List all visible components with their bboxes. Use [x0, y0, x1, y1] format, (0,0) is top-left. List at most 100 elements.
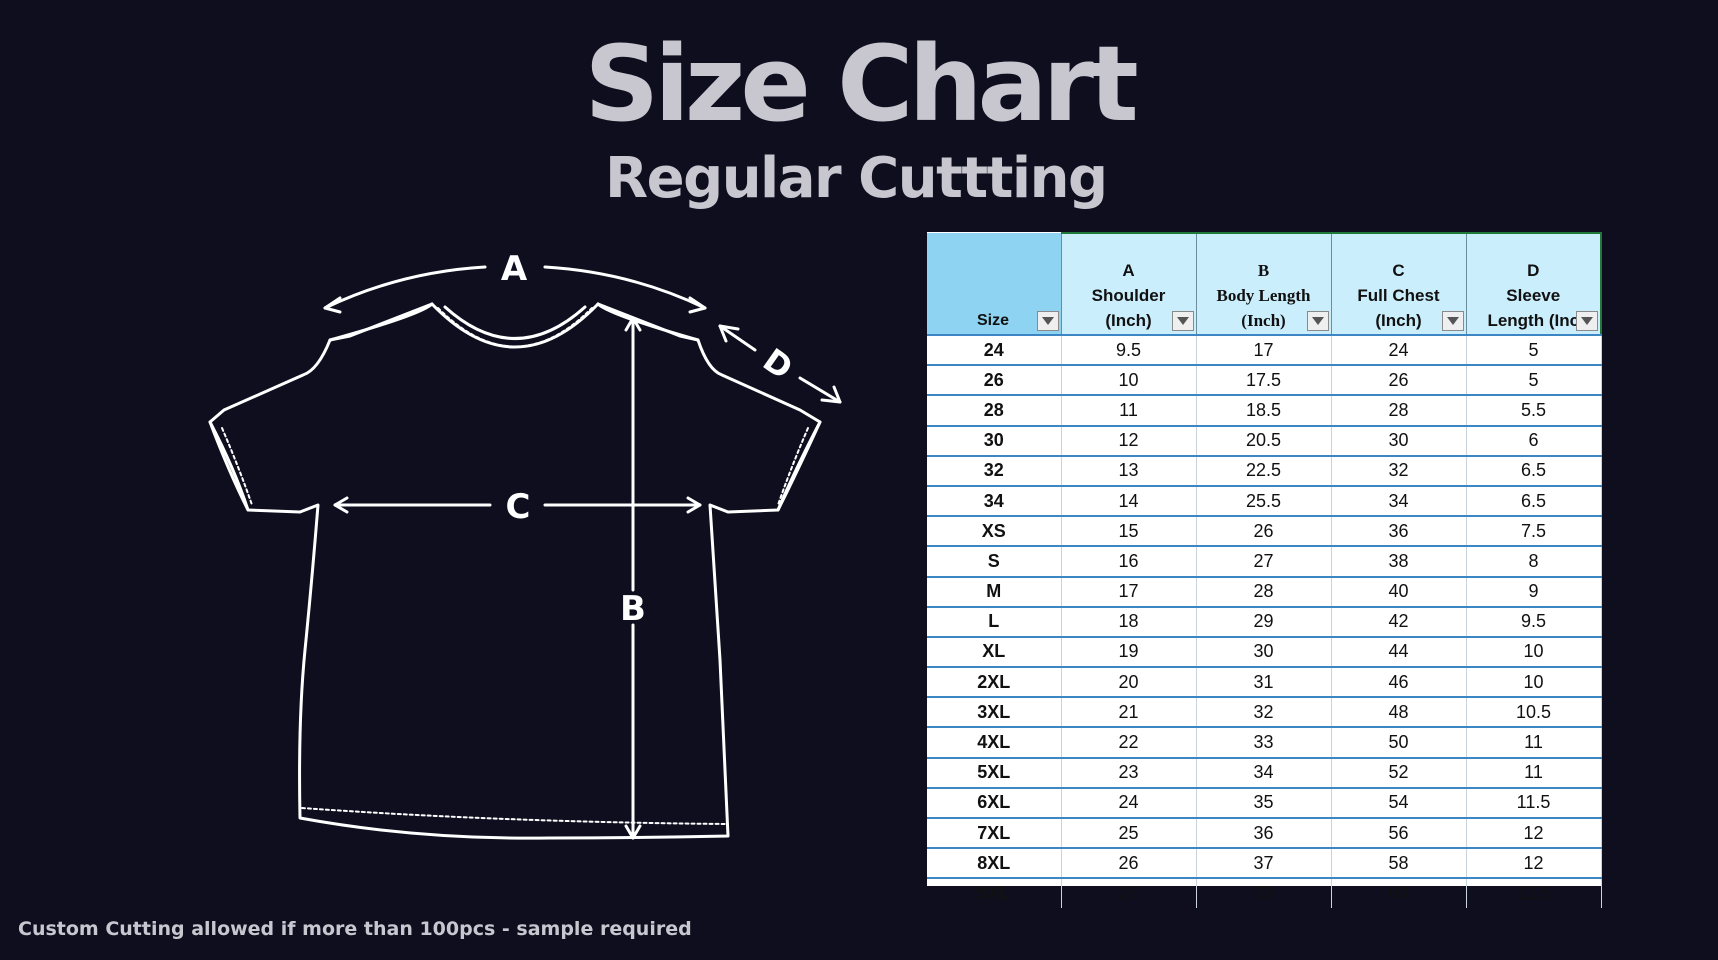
header-line: C [1392, 261, 1405, 280]
measurement-cell: 10 [1061, 365, 1197, 397]
size-cell: 2XL [927, 667, 1062, 699]
header-sleeve-length: D Sleeve Length (Inc [1466, 232, 1602, 336]
measurement-cell: 12 [1061, 425, 1197, 457]
measurement-cell: 16 [1061, 546, 1197, 578]
header-line: (Inch) [1105, 311, 1152, 330]
measurement-cell: 11 [1466, 757, 1602, 789]
measurement-cell: 27 [1196, 546, 1332, 578]
size-cell: XL [927, 636, 1062, 669]
measurement-cell: 32 [1196, 697, 1332, 729]
measurement-cell: 46 [1331, 667, 1467, 699]
measurement-cell: 30 [1196, 636, 1332, 669]
measurement-cell: 10 [1466, 667, 1602, 699]
table-row: 2XL 20 31 46 10 [927, 667, 1602, 699]
size-cell: 3XL [927, 697, 1062, 729]
measurement-cell: 11 [1466, 727, 1602, 759]
measurement-cell: 5 [1466, 335, 1602, 367]
measure-b-label: B [620, 589, 646, 629]
measurement-cell: 21 [1061, 697, 1197, 729]
measurement-cell: 36 [1331, 516, 1467, 548]
measurement-cell: 25 [1061, 818, 1197, 850]
measurement-cell: 26 [1331, 365, 1467, 397]
measurement-cell: 6 [1466, 425, 1602, 457]
header-line: Length (Inc [1487, 311, 1580, 330]
header-line: A [1122, 261, 1135, 280]
measurement-cell: 24 [1061, 787, 1197, 820]
measurement-cell: 56 [1331, 818, 1467, 850]
measurement-cell: 15 [1061, 516, 1197, 548]
table-row: 8XL 26 37 58 12 [927, 848, 1602, 880]
measurement-cell: 11 [1061, 395, 1197, 427]
table-row: 4XL 22 33 50 11 [927, 727, 1602, 759]
size-table: Size A Shoulder (Inch) B Body Length (In… [927, 232, 1602, 908]
size-cell: 30 [927, 425, 1062, 457]
measurement-cell: 10 [1466, 636, 1602, 669]
header-line: (Inch) [1375, 311, 1422, 330]
measurement-cell: 28 [1331, 395, 1467, 427]
table-row: XL 19 30 44 10 [927, 636, 1602, 669]
table-row: S 16 27 38 8 [927, 546, 1602, 578]
size-cell: 24 [927, 335, 1062, 367]
measurement-cell: 6.5 [1466, 485, 1602, 518]
tshirt-diagram: A D C B [208, 249, 842, 840]
measurement-cell: 8 [1466, 546, 1602, 578]
header-line: (Inch) [1241, 311, 1286, 330]
footer-note: Custom Cutting allowed if more than 100p… [18, 918, 692, 940]
table-row: L 18 29 42 9.5 [927, 606, 1602, 638]
filter-dropdown-icon[interactable] [1036, 311, 1059, 331]
header-line: Full Chest [1357, 286, 1440, 305]
size-cell: 4XL [927, 727, 1062, 759]
filter-dropdown-icon[interactable] [1171, 311, 1194, 331]
measurement-cell: 38 [1196, 878, 1332, 908]
filter-dropdown-icon[interactable] [1576, 311, 1598, 331]
measurement-cell: 12.5 [1466, 878, 1602, 908]
size-cell: M [927, 576, 1062, 608]
size-cell: 5XL [927, 757, 1062, 789]
measurement-cell: 9.5 [1061, 335, 1197, 367]
measurement-cell: 60 [1331, 878, 1467, 908]
header-line: Body Length [1216, 286, 1311, 305]
filter-dropdown-icon[interactable] [1306, 311, 1329, 331]
measurement-cell: 42 [1331, 606, 1467, 638]
table-row: 24 9.5 17 24 5 [927, 335, 1602, 367]
measurement-cell: 23 [1061, 757, 1197, 789]
measurement-cell: 7.5 [1466, 516, 1602, 548]
measurement-cell: 30 [1331, 425, 1467, 457]
measurement-cell: 25.5 [1196, 485, 1332, 518]
header-line: D [1527, 261, 1540, 280]
measurement-cell: 20 [1061, 667, 1197, 699]
measurement-cell: 12 [1466, 818, 1602, 850]
filter-dropdown-icon[interactable] [1441, 311, 1464, 331]
header-line: Sleeve [1506, 286, 1561, 305]
measurement-cell: 9.5 [1466, 606, 1602, 638]
measurement-cell: 31 [1196, 667, 1332, 699]
measurement-cell: 44 [1331, 636, 1467, 669]
table-row: 34 14 25.5 34 6.5 [927, 485, 1602, 518]
measurement-cell: 38 [1331, 546, 1467, 578]
table-row: 6XL 24 35 54 11.5 [927, 787, 1602, 820]
table-row: 26 10 17.5 26 5 [927, 365, 1602, 397]
table-row: 9XL 27 38 60 12.5 [927, 878, 1602, 908]
measurement-cell: 27 [1061, 878, 1197, 908]
measurement-cell: 34 [1331, 485, 1467, 518]
table-row: 3XL 21 32 48 10.5 [927, 697, 1602, 729]
measurement-cell: 5 [1466, 365, 1602, 397]
measurement-cell: 58 [1331, 848, 1467, 880]
size-cell: L [927, 606, 1062, 638]
measurement-cell: 40 [1331, 576, 1467, 608]
header-line: B [1257, 261, 1270, 280]
measurement-cell: 9 [1466, 576, 1602, 608]
measurement-cell: 18 [1061, 606, 1197, 638]
table-row: M 17 28 40 9 [927, 576, 1602, 608]
size-cell: 26 [927, 365, 1062, 397]
measurement-cell: 50 [1331, 727, 1467, 759]
size-cell: 7XL [927, 818, 1062, 850]
measurement-cell: 48 [1331, 697, 1467, 729]
header-size: Size [927, 233, 1062, 336]
measure-a-label: A [501, 249, 528, 289]
measurement-cell: 17.5 [1196, 365, 1332, 397]
header-line: Shoulder [1091, 286, 1166, 305]
measurement-cell: 34 [1196, 757, 1332, 789]
measurement-cell: 14 [1061, 485, 1197, 518]
tshirt-outline [208, 302, 822, 840]
